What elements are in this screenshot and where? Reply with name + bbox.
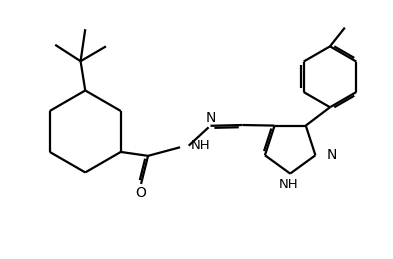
Text: NH: NH bbox=[191, 139, 211, 152]
Text: O: O bbox=[135, 185, 146, 199]
Text: N: N bbox=[206, 111, 217, 125]
Text: NH: NH bbox=[278, 178, 298, 191]
Text: N: N bbox=[326, 148, 337, 162]
